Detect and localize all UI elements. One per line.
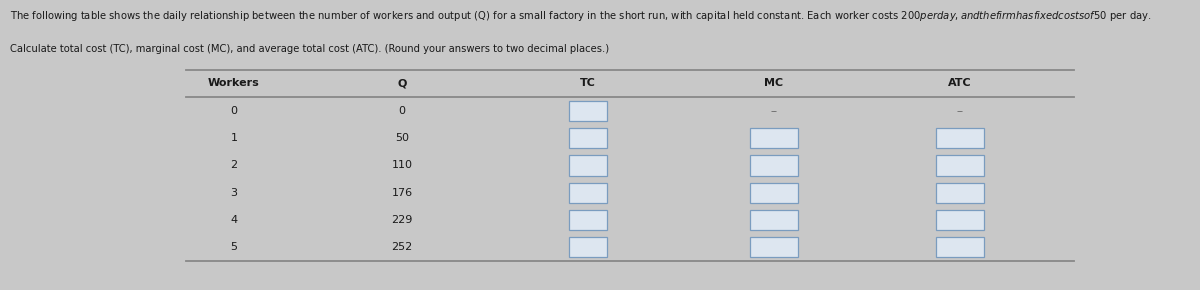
Text: 3: 3	[230, 188, 238, 198]
FancyBboxPatch shape	[936, 155, 984, 175]
Text: Workers: Workers	[208, 78, 260, 88]
FancyBboxPatch shape	[750, 155, 798, 175]
FancyBboxPatch shape	[569, 183, 607, 203]
Text: 0: 0	[230, 106, 238, 116]
Text: 4: 4	[230, 215, 238, 225]
FancyBboxPatch shape	[936, 128, 984, 148]
FancyBboxPatch shape	[936, 183, 984, 203]
FancyBboxPatch shape	[569, 155, 607, 175]
FancyBboxPatch shape	[750, 210, 798, 230]
Text: Calculate total cost (TC), marginal cost (MC), and average total cost (ATC). (Ro: Calculate total cost (TC), marginal cost…	[10, 44, 608, 53]
FancyBboxPatch shape	[936, 210, 984, 230]
Text: 252: 252	[391, 242, 413, 252]
Text: --: --	[770, 106, 778, 116]
Text: ATC: ATC	[948, 78, 972, 88]
FancyBboxPatch shape	[750, 183, 798, 203]
FancyBboxPatch shape	[569, 237, 607, 258]
Text: MC: MC	[764, 78, 784, 88]
Text: 176: 176	[391, 188, 413, 198]
Text: 0: 0	[398, 106, 406, 116]
Text: --: --	[956, 106, 964, 116]
FancyBboxPatch shape	[936, 237, 984, 258]
Text: The following table shows the daily relationship between the number of workers a: The following table shows the daily rela…	[10, 9, 1151, 23]
FancyBboxPatch shape	[569, 101, 607, 121]
Text: 229: 229	[391, 215, 413, 225]
Text: 1: 1	[230, 133, 238, 143]
Text: TC: TC	[580, 78, 596, 88]
Text: 2: 2	[230, 160, 238, 171]
Text: Q: Q	[397, 78, 407, 88]
Text: 50: 50	[395, 133, 409, 143]
Text: 110: 110	[391, 160, 413, 171]
FancyBboxPatch shape	[569, 128, 607, 148]
FancyBboxPatch shape	[750, 237, 798, 258]
FancyBboxPatch shape	[569, 210, 607, 230]
Text: 5: 5	[230, 242, 238, 252]
FancyBboxPatch shape	[750, 128, 798, 148]
